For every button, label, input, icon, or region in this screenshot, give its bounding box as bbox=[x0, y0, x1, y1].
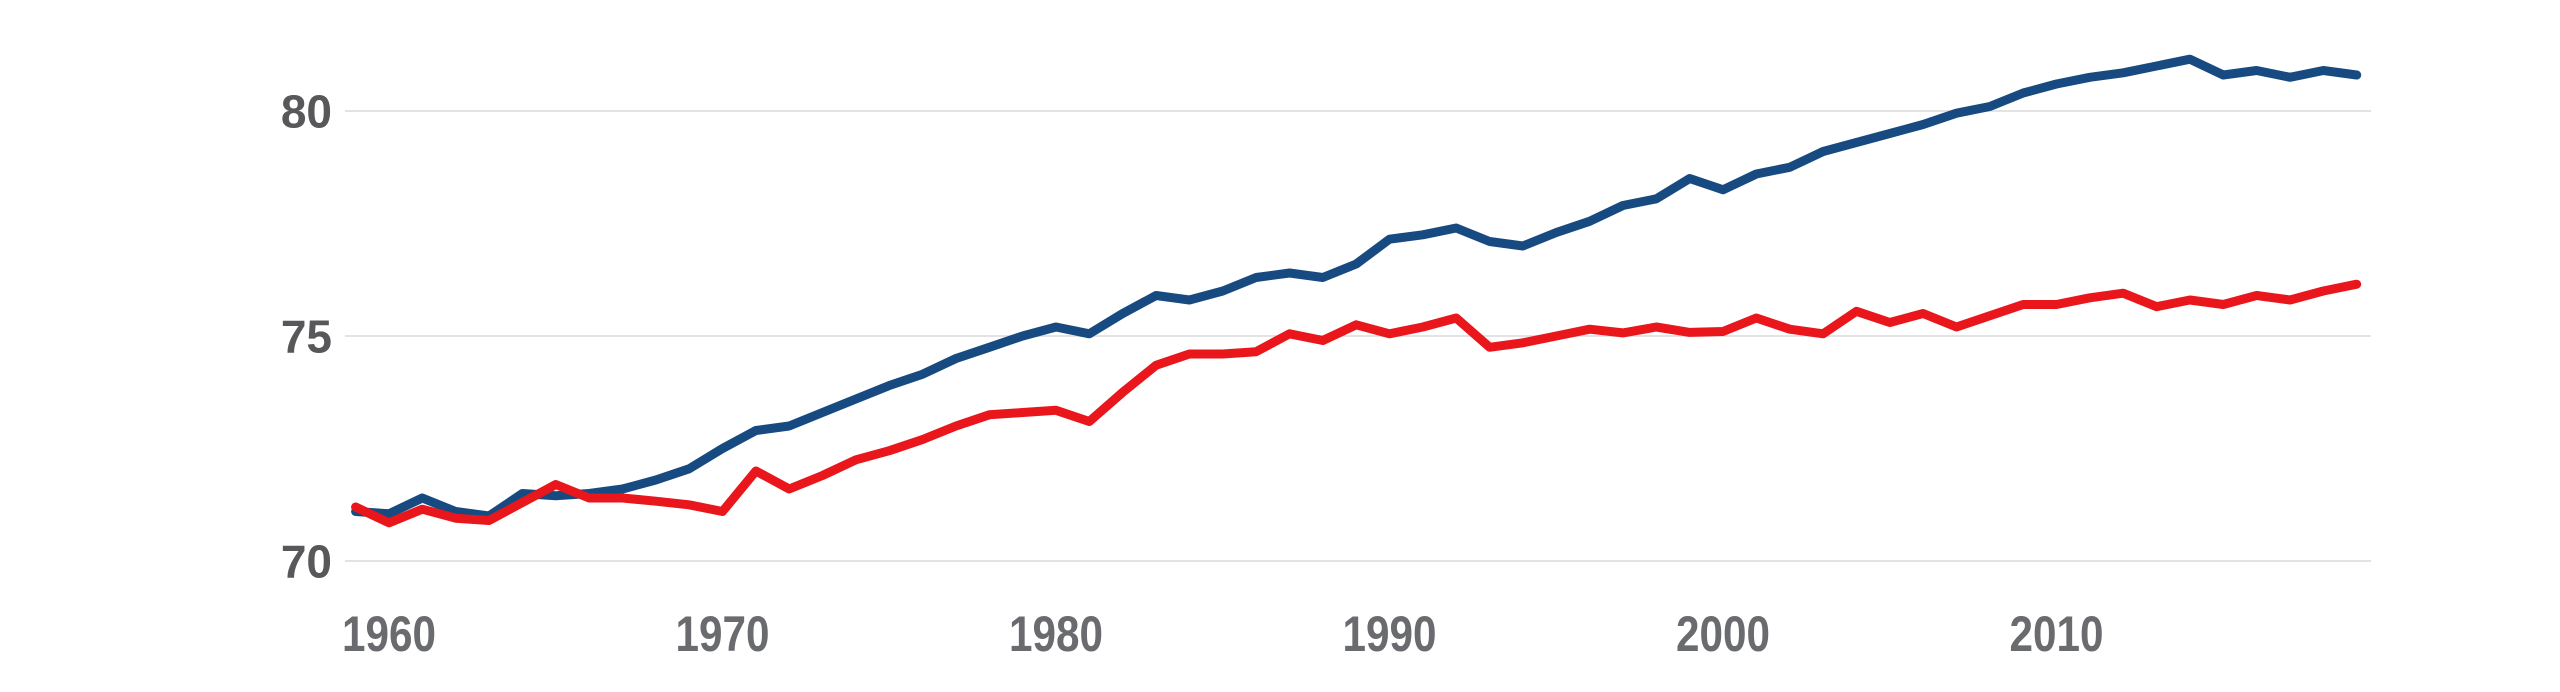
series-line-blue bbox=[351, 54, 2362, 521]
y-axis-tick-label: 80 bbox=[281, 86, 332, 138]
x-axis-tick-label: 1990 bbox=[1343, 606, 1437, 662]
x-axis-tick-label: 2000 bbox=[1676, 606, 1770, 662]
y-axis-tick-label: 75 bbox=[281, 311, 332, 363]
chart-canvas: 70 75 80 1960 1970 1980 1990 2000 2010 bbox=[281, 54, 2371, 662]
x-axis-tick-label: 1980 bbox=[1009, 606, 1103, 662]
x-axis-tick-label: 1960 bbox=[342, 606, 436, 662]
x-axis-tick-label: 1970 bbox=[676, 606, 770, 662]
x-axis-tick-label: 2010 bbox=[2010, 606, 2104, 662]
series-line-red bbox=[351, 279, 2362, 528]
line-chart: 70 75 80 1960 1970 1980 1990 2000 2010 bbox=[40, 16, 2560, 676]
y-axis-tick-label: 70 bbox=[281, 536, 332, 588]
